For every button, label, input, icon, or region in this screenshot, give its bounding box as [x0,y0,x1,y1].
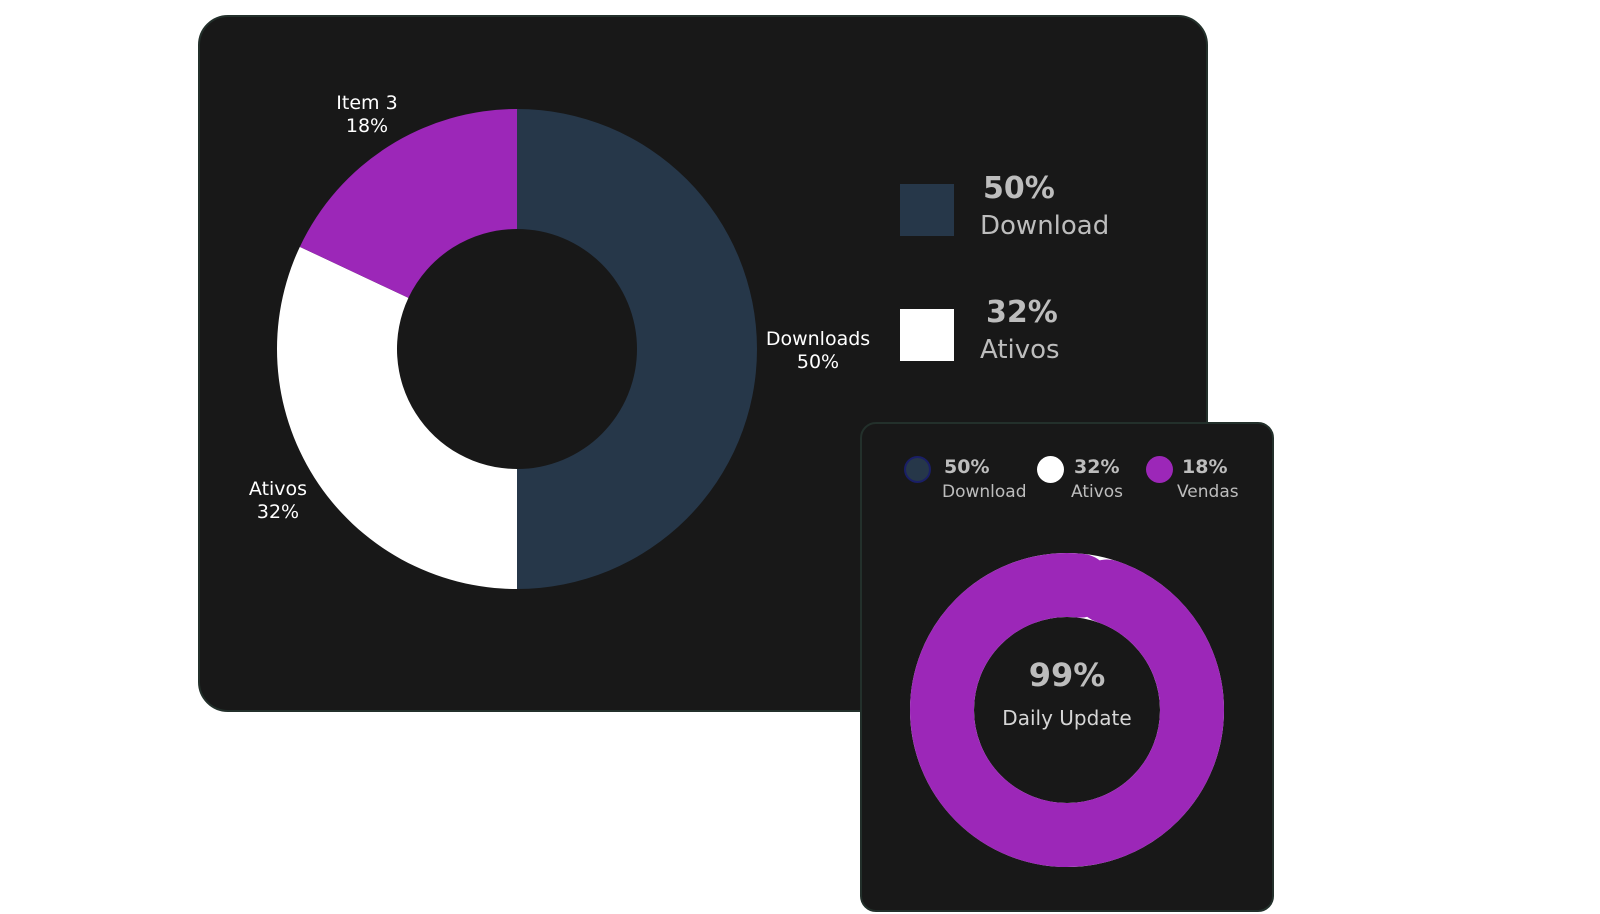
ring-center-value: 99% [1028,656,1106,694]
legend-download-pct: 50% [983,171,1055,206]
slice-label-ativos: Ativos [249,478,307,500]
legend-download-name: Download [980,211,1110,241]
slice-label-downloads: Downloads [766,328,870,350]
ring-progress-arc [910,552,1224,867]
legend-dot-ativos [1037,456,1064,483]
small-legend-download-name: Download [942,482,1027,502]
donut-chart-card: Downloads 50% Ativos 32% Item 3 18% 50% Downl… [198,15,1208,712]
daily-update-card: 50% Download 32% Ativos 18% Vendas 99% D… [860,422,1274,912]
donut-slice-ativos [276,246,517,589]
slice-pct-downloads: 50% [797,351,839,373]
small-legend-vendas-name: Vendas [1177,482,1239,502]
slice-pct-ativos: 32% [257,501,299,523]
slice-pct-item-3: 18% [346,115,388,137]
small-legend-download-pct: 50% [944,456,990,478]
small-legend-ativos-pct: 32% [1074,456,1120,478]
ring-center-label: Daily Update [1002,706,1132,730]
legend-ativos-name: Ativos [980,335,1060,365]
legend-ativos-pct: 32% [986,295,1058,330]
legend-dot-download [904,456,931,483]
legend-dot-vendas [1146,456,1173,483]
daily-update-ring [910,552,1224,867]
donut-slice-downloads [517,109,757,589]
slice-label-item-3: Item 3 [336,92,397,114]
small-legend-vendas-pct: 18% [1182,456,1228,478]
small-legend-ativos-name: Ativos [1071,482,1124,502]
donut-slice-item-3 [299,109,517,298]
legend-swatch-download [900,184,954,236]
legend-swatch-ativos [900,309,954,361]
